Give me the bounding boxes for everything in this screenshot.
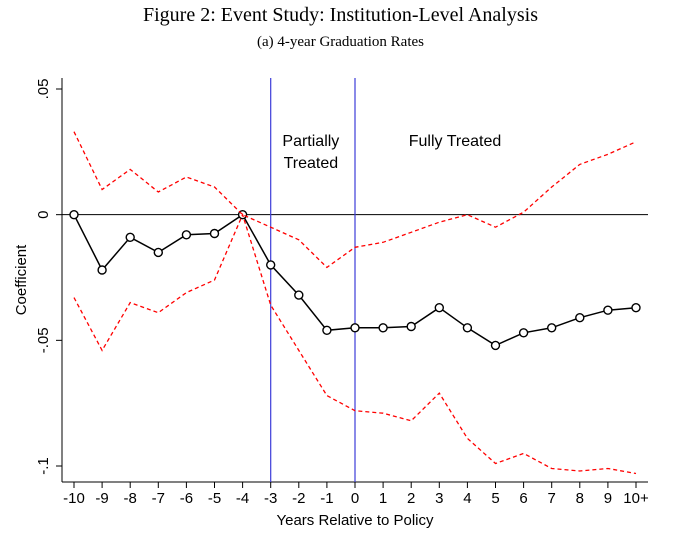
y-axis-label: Coefficient [13,244,30,315]
x-tick-label: -6 [180,490,193,507]
axes-group: .050-.05-.1-10 -9 -8 -7 -6 -5 -4 -3 -2 -1 0 1 2 3 4 5 6 7… [35,78,649,507]
coefficient-point [631,303,641,313]
annotation-text: Fully Treated [409,133,501,150]
coefficient-point [350,323,360,333]
coefficient-point [181,230,192,240]
x-tick-label: 3 [435,490,443,507]
series-group [69,131,641,475]
x-tick-label: 4 [463,490,471,507]
confidence-bound-line [73,131,637,269]
coefficient-point [462,323,473,333]
x-tick-label: -4 [236,490,249,507]
x-tick-label: 7 [548,490,556,507]
annotation-text: Treated [284,155,339,172]
y-tick-label: .05 [35,79,52,100]
coefficient-point [125,232,135,243]
annotations-group: Partially Treated Fully Treated [282,133,501,172]
coefficient-point [378,323,388,333]
x-tick-label: -3 [264,490,277,507]
x-tick-label: -10 [63,490,85,507]
x-tick-label: -2 [292,490,305,507]
figure-subtitle: (a) 4-year Graduation Rates [256,34,424,50]
x-tick-label: 1 [379,490,387,507]
x-tick-label: -8 [124,490,137,507]
x-tick-label: 5 [491,490,499,507]
coefficient-point [518,328,529,338]
coefficient-point [322,325,332,335]
coefficient-point [603,305,613,315]
figure-title: Figure 2: Event Study: Institution-Level… [143,4,538,26]
x-tick-label: 8 [576,490,584,507]
coefficient-point [490,340,501,351]
coefficient-point [97,265,107,275]
coefficient-point [406,321,416,332]
x-tick-label: 0 [351,490,359,507]
confidence-bound-line [73,212,637,475]
x-tick-label: -5 [208,490,221,507]
reference-lines [62,78,648,482]
coefficient-point [547,323,557,333]
coefficient-point [294,290,304,300]
x-tick-label: 2 [407,490,415,507]
x-axis-label: Years Relative to Policy [276,512,434,529]
coefficient-point [266,260,276,270]
coefficient-point [69,209,79,220]
coefficient-point [434,303,444,313]
y-tick-label: -.1 [35,457,52,475]
coefficient-point [153,247,164,258]
annotation-text: Partially [282,133,339,150]
y-tick-label: -.05 [35,327,52,353]
x-tick-label: 6 [519,490,527,507]
x-tick-label: -9 [95,490,108,507]
x-tick-label: -1 [320,490,333,507]
x-tick-label: 9 [604,490,612,507]
y-tick-label: 0 [35,210,52,218]
coefficient-point [209,228,220,239]
x-tick-label: -7 [152,490,165,507]
coefficient-point [575,313,585,323]
x-tick-label: 10+ [623,490,649,507]
